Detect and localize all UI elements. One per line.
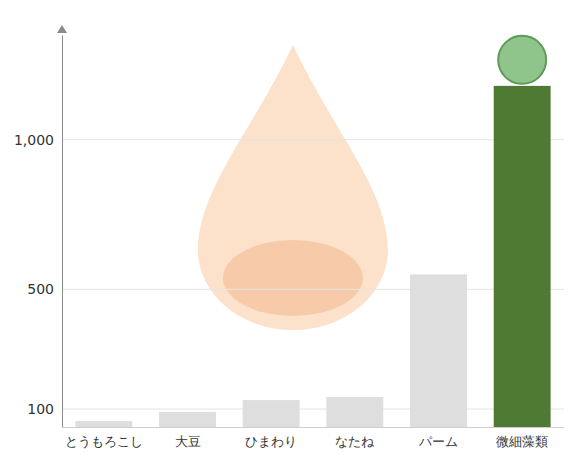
x-tick: 大豆 (175, 427, 201, 449)
x-axis-line (63, 427, 565, 428)
x-tick: 微細藻類 (496, 427, 548, 449)
y-tick: 1,000 (14, 132, 62, 148)
plot: 100 500 1,000 とうもろこし 大豆 ひまわり なたね パーム 微細藻類 (14, 25, 565, 449)
droplet-core (223, 240, 363, 316)
y-tick-label: 1,000 (14, 132, 54, 148)
x-tick-label: 微細藻類 (496, 434, 548, 449)
bar (75, 421, 132, 427)
y-tick-label: 100 (27, 401, 54, 417)
grid-line (62, 139, 564, 140)
y-axis: 100 500 1,000 (14, 36, 63, 428)
algae-icon (498, 36, 546, 84)
x-tick: ひまわり (245, 427, 297, 449)
x-tick-label: パーム (418, 434, 458, 449)
x-axis: とうもろこし 大豆 ひまわり なたね パーム 微細藻類 (63, 427, 565, 449)
bar (159, 412, 216, 427)
bars (75, 86, 550, 427)
y-tick: 500 (27, 281, 62, 297)
bar (410, 274, 467, 427)
y-axis-line (62, 36, 63, 428)
bar (494, 86, 551, 427)
bar (326, 397, 383, 427)
x-tick-label: 大豆 (175, 434, 201, 449)
x-tick-label: とうもろこし (65, 434, 143, 449)
x-tick: パーム (418, 427, 458, 449)
axis-arrow (57, 25, 67, 33)
x-tick-label: なたね (335, 434, 375, 449)
x-tick: とうもろこし (65, 427, 143, 449)
droplet (198, 45, 388, 330)
x-tick-label: ひまわり (245, 434, 297, 449)
chart: 100 500 1,000 とうもろこし 大豆 ひまわり なたね パーム 微細藻類 (0, 0, 570, 465)
y-tick: 100 (27, 401, 62, 417)
grid-line (62, 289, 564, 290)
bar (243, 400, 300, 427)
grid-line (62, 409, 564, 410)
grid (62, 140, 564, 409)
x-tick: なたね (335, 427, 375, 449)
y-tick-label: 500 (27, 281, 54, 297)
